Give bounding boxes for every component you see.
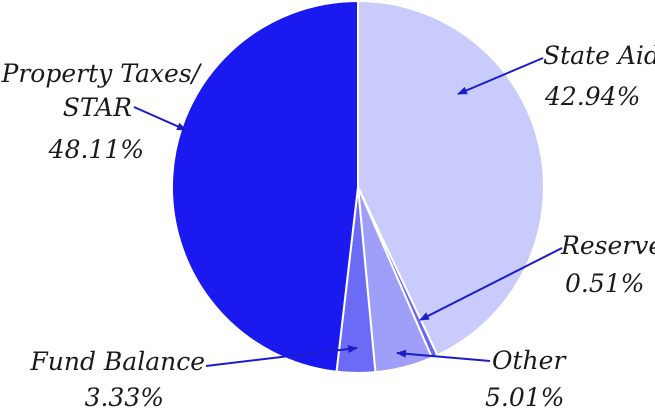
property-taxes-label-line1: Property Taxes/ (1, 59, 203, 88)
other-value: 5.01% (485, 383, 564, 411)
other-arrow (396, 349, 491, 362)
pie-slice-state-aid (357, 0, 545, 357)
pie-slices (170, 0, 545, 374)
property-taxes-value: 48.11% (48, 135, 144, 164)
reserves-label: Reserves (560, 231, 655, 260)
reserves-arrow (419, 247, 563, 321)
state-aid-arrow (457, 57, 544, 95)
property-taxes-arrow (133, 106, 187, 131)
fund-balance-value: 3.33% (85, 383, 164, 411)
other-label: Other (492, 346, 567, 375)
pie-slice-property-taxes-star (170, 0, 359, 373)
state-aid-value: 42.94% (544, 82, 640, 111)
reserves-value: 0.51% (565, 269, 644, 298)
state-aid-label: State Aid (543, 41, 655, 70)
fund-balance-label: Fund Balance (29, 347, 205, 376)
fund-balance-arrow (205, 345, 358, 367)
property-taxes-label-line2: STAR (63, 93, 132, 122)
